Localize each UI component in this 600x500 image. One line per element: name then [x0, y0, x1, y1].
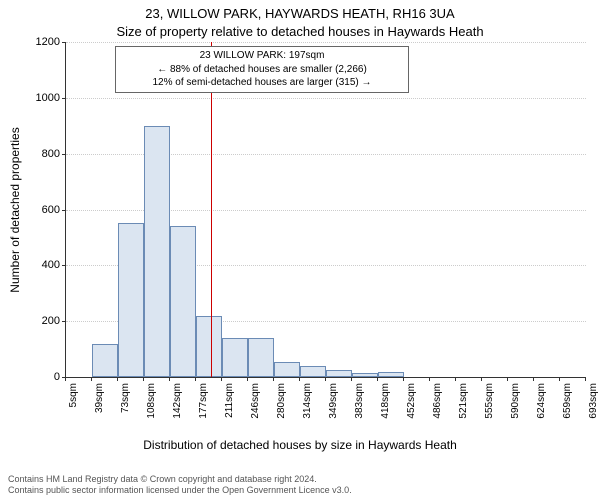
- footer-line2: Contains public sector information licen…: [8, 485, 592, 496]
- x-tick-mark: [377, 377, 378, 381]
- histogram-bar: [326, 370, 352, 377]
- y-tick-label: 600: [20, 204, 60, 216]
- x-tick-label: 693sqm: [588, 383, 599, 419]
- x-tick-label: 590sqm: [510, 383, 521, 419]
- y-tick-mark: [62, 42, 66, 43]
- y-tick-mark: [62, 265, 66, 266]
- x-tick-label: 486sqm: [432, 383, 443, 419]
- x-tick-label: 418sqm: [380, 383, 391, 419]
- annotation-box: 23 WILLOW PARK: 197sqm ← 88% of detached…: [115, 46, 409, 93]
- x-tick-mark: [533, 377, 534, 381]
- y-tick-mark: [62, 210, 66, 211]
- histogram-bar: [300, 366, 326, 377]
- x-tick-label: 177sqm: [198, 383, 209, 419]
- chart-title-line1: 23, WILLOW PARK, HAYWARDS HEATH, RH16 3U…: [0, 6, 600, 21]
- x-tick-mark: [481, 377, 482, 381]
- chart-title-line2: Size of property relative to detached ho…: [0, 24, 600, 39]
- x-tick-label: 142sqm: [172, 383, 183, 419]
- grid-line: [66, 42, 586, 43]
- y-tick-label: 1200: [20, 36, 60, 48]
- x-tick-label: 211sqm: [224, 383, 235, 418]
- x-tick-mark: [65, 377, 66, 381]
- grid-line: [66, 98, 586, 99]
- histogram-bar: [196, 316, 222, 377]
- histogram-bar: [170, 226, 196, 377]
- x-tick-label: 5sqm: [68, 383, 79, 407]
- x-tick-label: 555sqm: [484, 383, 495, 419]
- y-tick-label: 400: [20, 259, 60, 271]
- y-ticks: 020040060080010001200: [20, 42, 60, 377]
- x-tick-label: 659sqm: [562, 383, 573, 419]
- annotation-line2: ← 88% of detached houses are smaller (2,…: [122, 63, 402, 77]
- x-tick-label: 349sqm: [328, 383, 339, 419]
- x-tick-label: 73sqm: [120, 383, 131, 413]
- annotation-line3: 12% of semi-detached houses are larger (…: [122, 76, 402, 90]
- x-tick-label: 452sqm: [406, 383, 417, 419]
- x-tick-label: 314sqm: [302, 383, 313, 419]
- annotation-line1: 23 WILLOW PARK: 197sqm: [122, 49, 402, 63]
- x-tick-mark: [143, 377, 144, 381]
- x-tick-mark: [299, 377, 300, 381]
- histogram-bar: [144, 126, 170, 377]
- footer-attribution: Contains HM Land Registry data © Crown c…: [0, 474, 600, 497]
- x-tick-label: 383sqm: [354, 383, 365, 419]
- y-tick-mark: [62, 321, 66, 322]
- x-tick-mark: [91, 377, 92, 381]
- x-tick-label: 521sqm: [458, 383, 469, 419]
- x-tick-mark: [325, 377, 326, 381]
- x-tick-mark: [559, 377, 560, 381]
- y-tick-label: 200: [20, 315, 60, 327]
- x-tick-label: 624sqm: [536, 383, 547, 419]
- x-tick-mark: [351, 377, 352, 381]
- x-tick-mark: [507, 377, 508, 381]
- histogram-bar: [248, 338, 274, 377]
- y-tick-mark: [62, 98, 66, 99]
- x-tick-mark: [455, 377, 456, 381]
- x-tick-label: 108sqm: [146, 383, 157, 419]
- x-tick-label: 280sqm: [276, 383, 287, 419]
- histogram-bar: [274, 362, 300, 377]
- x-axis-label: Distribution of detached houses by size …: [0, 438, 600, 452]
- x-tick-mark: [585, 377, 586, 381]
- histogram-bar: [118, 223, 144, 377]
- chart-container: 23, WILLOW PARK, HAYWARDS HEATH, RH16 3U…: [0, 0, 600, 500]
- x-tick-mark: [169, 377, 170, 381]
- histogram-bar: [92, 344, 118, 378]
- y-tick-mark: [62, 154, 66, 155]
- footer-line1: Contains HM Land Registry data © Crown c…: [8, 474, 592, 485]
- x-tick-mark: [247, 377, 248, 381]
- x-tick-mark: [221, 377, 222, 381]
- x-tick-mark: [403, 377, 404, 381]
- x-tick-mark: [429, 377, 430, 381]
- x-tick-mark: [273, 377, 274, 381]
- y-tick-label: 1000: [20, 92, 60, 104]
- x-ticks: 5sqm 39sqm 73sqm 108sqm 142sqm 177sqm 211sqm 24…: [65, 377, 585, 437]
- x-tick-mark: [195, 377, 196, 381]
- y-tick-label: 800: [20, 148, 60, 160]
- histogram-bar: [222, 338, 248, 377]
- x-tick-label: 246sqm: [250, 383, 261, 419]
- x-tick-mark: [117, 377, 118, 381]
- x-tick-label: 39sqm: [94, 383, 105, 413]
- y-tick-label: 0: [20, 371, 60, 383]
